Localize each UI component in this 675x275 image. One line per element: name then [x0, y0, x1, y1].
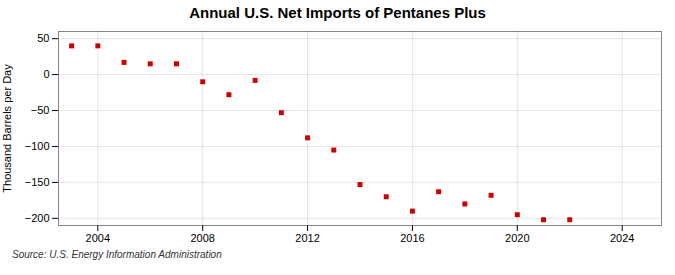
svg-text:−200: −200 — [25, 212, 50, 224]
svg-text:2004: 2004 — [86, 232, 110, 244]
svg-text:Thousand Barrels per Day: Thousand Barrels per Day — [1, 64, 13, 193]
svg-text:2016: 2016 — [400, 232, 424, 244]
svg-text:2020: 2020 — [505, 232, 529, 244]
svg-text:−100: −100 — [25, 140, 50, 152]
svg-text:50: 50 — [37, 32, 49, 44]
svg-text:2024: 2024 — [610, 232, 634, 244]
svg-text:2012: 2012 — [295, 232, 319, 244]
svg-text:−50: −50 — [31, 104, 50, 116]
svg-text:0: 0 — [43, 68, 49, 80]
html-text:Source: U.S. Energy Informatio: Source: U.S. Energy Information Administ… — [12, 249, 222, 260]
svg-text:2008: 2008 — [190, 232, 214, 244]
svg-text:−150: −150 — [25, 176, 50, 188]
html-text:Annual U.S. Net Imports of Pen: Annual U.S. Net Imports of Pentanes Plus — [189, 4, 486, 21]
